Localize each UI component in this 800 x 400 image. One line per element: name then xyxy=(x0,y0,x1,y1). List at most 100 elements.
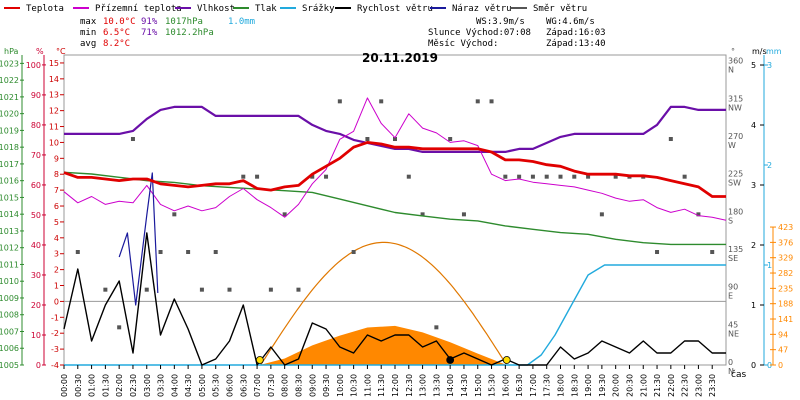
x-tick-label: 01:30 xyxy=(101,374,110,397)
info-moon-set: Západ:13:40 xyxy=(546,39,606,49)
axis-dir-tick-name: SW xyxy=(728,179,741,188)
axis-pct-tick-label: 90 xyxy=(31,91,41,100)
axis-dir-tick-name: N xyxy=(728,367,734,376)
winddir-point xyxy=(213,250,218,255)
winddir-point xyxy=(599,212,604,217)
axis-dir-tick-label: 90 xyxy=(728,283,738,292)
stats-min-label: min xyxy=(80,28,96,38)
winddir-point xyxy=(324,174,329,179)
winddir-point xyxy=(227,287,232,292)
axis-temp-tick-label: 11 xyxy=(49,123,59,132)
stats-max-temp: 10.0°C xyxy=(103,17,136,27)
axis-ms-tick-label: 0 xyxy=(751,361,756,370)
winddir-point xyxy=(337,99,342,104)
series-temp xyxy=(63,141,726,198)
info-wg: WG:4.6m/s xyxy=(546,17,595,27)
legend-label: Náraz větru xyxy=(452,4,512,14)
axis-ms-label: m/s xyxy=(752,47,767,56)
axis-dir-tick-label: 45 xyxy=(728,320,738,329)
axis-dir-tick-name: S xyxy=(728,216,733,225)
series-wind xyxy=(63,232,726,366)
axis-pct-tick-label: 80 xyxy=(31,121,41,130)
axis-wm2-tick-label: 94 xyxy=(778,330,788,339)
series-rain xyxy=(64,264,726,366)
winddir-point xyxy=(117,325,122,330)
winddir-point xyxy=(130,137,135,142)
winddir-point xyxy=(696,212,701,217)
stats-avg-temp: 8.2°C xyxy=(103,39,130,49)
x-tick-label: 20:00 xyxy=(612,374,621,397)
series-solar xyxy=(259,325,507,365)
axis-pct-tick-label: 0 xyxy=(36,361,41,370)
x-tick-label: 14:30 xyxy=(460,374,469,397)
axis-wm2-tick-label: 47 xyxy=(778,346,788,355)
axis-temp-tick-label: 9 xyxy=(54,154,59,163)
axis-ms-tick-label: 4 xyxy=(751,121,756,130)
stats-block: max 10.0°C 91% 1017hPa 1.0mm min 6.5°C 7… xyxy=(80,17,255,49)
axis-temp-tick-label: 5 xyxy=(54,218,59,227)
x-tick-label: 03:00 xyxy=(143,374,152,397)
x-tick-label: 01:00 xyxy=(88,374,97,397)
winddir-point xyxy=(517,174,522,179)
x-tick-label: 08:30 xyxy=(294,374,303,397)
winddir-point xyxy=(420,212,425,217)
stats-max-press: 1017hPa xyxy=(165,17,203,27)
x-tick-label: 04:30 xyxy=(184,374,193,397)
x-tick-label: 03:30 xyxy=(157,374,166,397)
axis-hpa-tick-label: 1012 xyxy=(0,244,19,253)
axis-ms-tick-label: 2 xyxy=(751,241,756,250)
axis-temp-tick-label: 4 xyxy=(54,234,59,243)
x-tick-label: 19:00 xyxy=(584,374,593,397)
axis-dir-tick-label: 360 xyxy=(728,57,743,66)
winddir-point xyxy=(199,287,204,292)
x-tick-label: 09:30 xyxy=(322,374,331,397)
series-humidity xyxy=(64,105,726,153)
winddir-point xyxy=(241,174,246,179)
x-tick-label: 16:00 xyxy=(501,374,510,397)
series-pressure xyxy=(63,171,726,246)
axis-temp-tick-label: -1 xyxy=(51,313,59,322)
winddir-point xyxy=(310,174,315,179)
series-layer xyxy=(63,97,727,366)
axis-wm2-tick-label: 423 xyxy=(778,223,793,232)
x-tick-label: 21:00 xyxy=(639,374,648,397)
info-moon: Měsíc Východ: xyxy=(428,39,498,49)
winddir-point xyxy=(365,137,370,142)
x-tick-label: 10:30 xyxy=(350,374,359,397)
legend-label: Tlak xyxy=(255,4,277,14)
x-tick-label: 06:00 xyxy=(226,374,235,397)
axis-mm-tick-label: 2 xyxy=(767,161,772,170)
winddir-point xyxy=(75,250,80,255)
x-tick-label: 11:30 xyxy=(377,374,386,397)
axis-pct-tick-label: 10 xyxy=(31,331,41,340)
axis-temp-tick-label: 7 xyxy=(54,186,59,195)
axis-pct-label: % xyxy=(36,47,44,56)
x-tick-label: 18:30 xyxy=(570,374,579,397)
axis-wm2-tick-label: 376 xyxy=(778,238,793,247)
x-tick-label: 02:00 xyxy=(115,374,124,397)
axis-dir-label: ° xyxy=(731,47,735,56)
sunrise-marker xyxy=(255,356,264,364)
axis-hpa-tick-label: 1023 xyxy=(0,59,19,68)
sunset-marker xyxy=(502,356,511,364)
winddir-point xyxy=(103,287,108,292)
stats-max-hum: 91% xyxy=(141,17,158,27)
winddir-point xyxy=(558,174,563,179)
stats-avg-label: avg xyxy=(80,39,96,49)
axis-temp-tick-label: 0 xyxy=(54,297,59,306)
x-tick-label: 19:30 xyxy=(598,374,607,397)
axis-mm-tick-label: 1 xyxy=(767,261,772,270)
axis-temp-tick-label: 14 xyxy=(49,75,59,84)
x-tick-label: 18:00 xyxy=(557,374,566,397)
x-tick-label: 11:00 xyxy=(363,374,372,397)
winddir-point xyxy=(572,174,577,179)
winddir-point xyxy=(668,137,673,142)
x-tick-label: 17:30 xyxy=(543,374,552,397)
info-sun: Slunce Východ:07:08 xyxy=(428,28,531,38)
axis-temp-tick-label: -3 xyxy=(51,345,59,354)
axis-pct-tick-label: 30 xyxy=(31,271,41,280)
axis-dir-tick-name: SE xyxy=(728,254,738,263)
moonset-marker xyxy=(446,356,455,364)
x-tick-label: 23:30 xyxy=(708,374,717,397)
info-sun-set: Západ:16:03 xyxy=(546,28,606,38)
